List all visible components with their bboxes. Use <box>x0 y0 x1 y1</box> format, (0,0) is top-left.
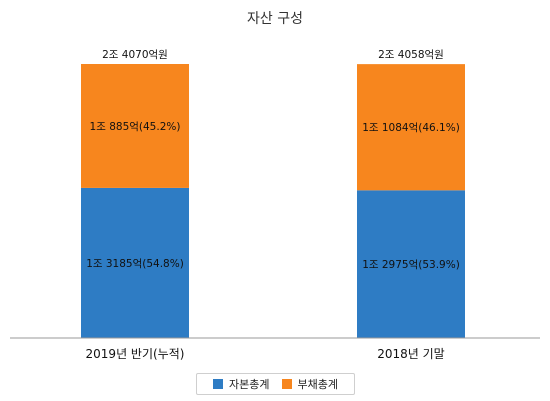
chart-legend: 자본총계 부채총계 <box>196 373 355 395</box>
data-label-equity-1: 1조 2975억(53.9%) <box>362 259 460 271</box>
legend-swatch-equity <box>213 379 224 389</box>
data-label-liabilities-1: 1조 1084억(46.1%) <box>362 122 460 134</box>
bar-liabilities-1 <box>357 64 465 191</box>
x-tick-label-0: 2019년 반기(누적) <box>86 347 185 361</box>
bar-equity-1 <box>357 190 465 338</box>
legend-label-liabilities: 부채총계 <box>297 378 338 391</box>
bar-liabilities-0 <box>81 64 189 188</box>
total-label-0: 2조 4070억원 <box>102 49 168 61</box>
legend-swatch-liabilities <box>281 379 292 389</box>
data-label-equity-0: 1조 3185억(54.8%) <box>86 258 184 270</box>
data-label-liabilities-0: 1조 885억(45.2%) <box>90 121 181 133</box>
bar-equity-0 <box>81 187 189 338</box>
x-tick-label-1: 2018년 기말 <box>377 347 444 361</box>
legend-item-equity[interactable]: 자본총계 <box>213 376 270 392</box>
legend-label-equity: 자본총계 <box>229 378 270 391</box>
total-label-1: 2조 4058억원 <box>378 49 444 61</box>
legend-item-liabilities[interactable]: 부채총계 <box>281 376 338 392</box>
chart-title: 자산 구성 <box>247 11 303 27</box>
